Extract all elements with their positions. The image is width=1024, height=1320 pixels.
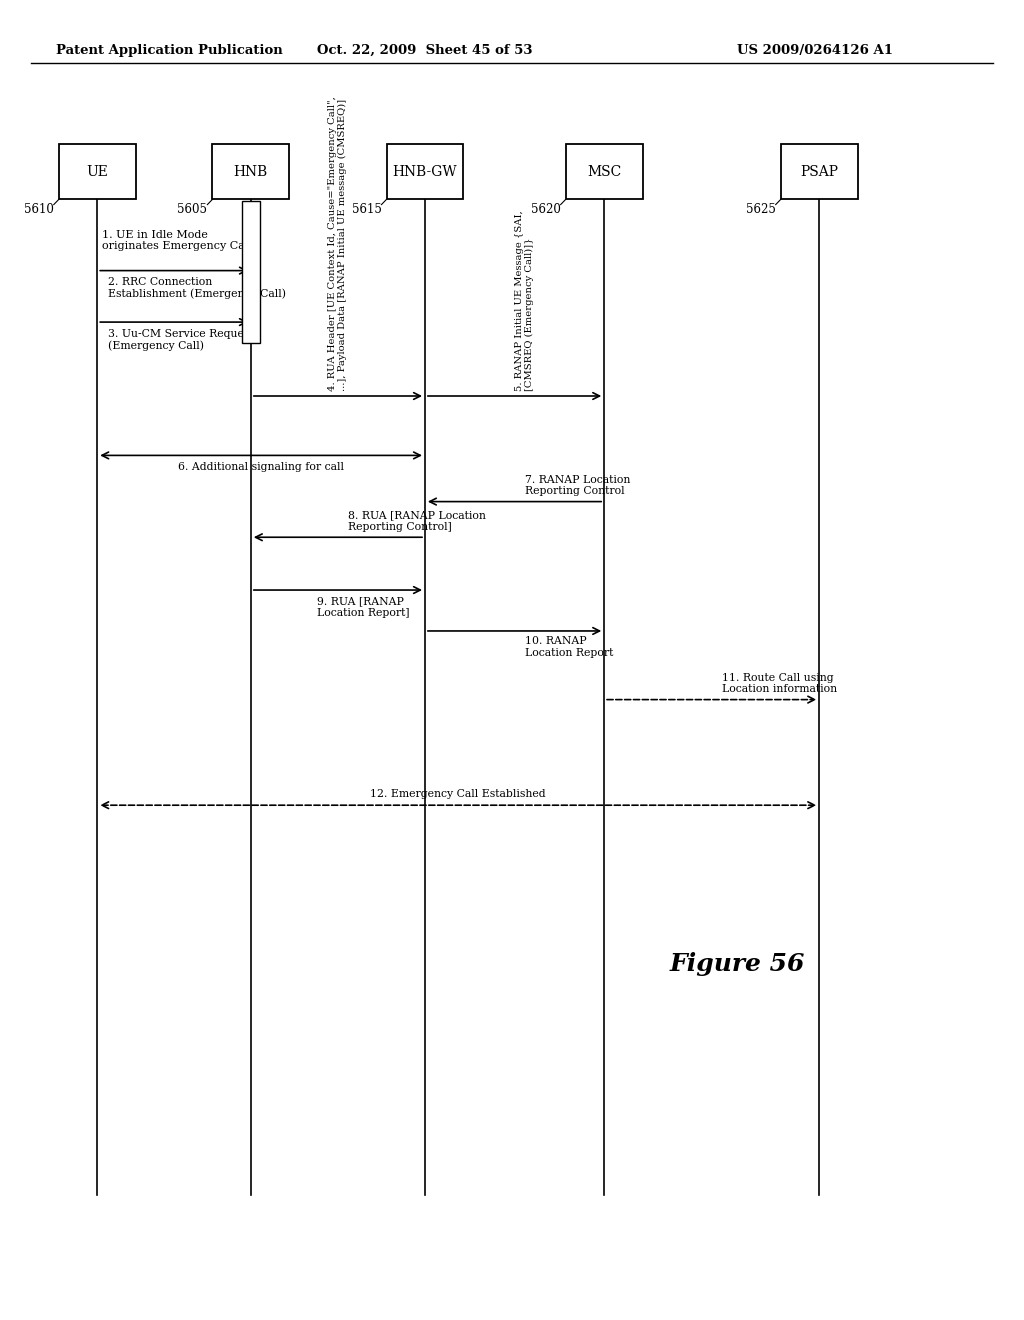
Text: Figure 56: Figure 56 [670,952,805,975]
Text: 5610: 5610 [24,203,54,216]
Bar [565,144,643,199]
Bar [781,144,858,199]
Text: 4. RUA Header [UE Context Id, Cause="Emergency Call",
...], Payload Data [RANAP : 4. RUA Header [UE Context Id, Cause="Eme… [328,96,347,391]
Text: US 2009/0264126 A1: US 2009/0264126 A1 [737,44,893,57]
Text: 6. Additional signaling for call: 6. Additional signaling for call [178,462,344,473]
Text: 10. RANAP
Location Report: 10. RANAP Location Report [524,636,613,657]
Text: HNB: HNB [233,165,268,178]
Text: 12. Emergency Call Established: 12. Emergency Call Established [371,788,546,799]
Bar [242,201,260,343]
Text: HNB-GW: HNB-GW [392,165,458,178]
Text: 5620: 5620 [530,203,561,216]
Text: MSC: MSC [587,165,622,178]
Text: 9. RUA [RANAP
Location Report]: 9. RUA [RANAP Location Report] [317,597,410,618]
Text: UE: UE [86,165,109,178]
Text: 8. RUA [RANAP Location
Reporting Control]: 8. RUA [RANAP Location Reporting Control… [348,511,486,532]
Text: 11. Route Call using
Location information: 11. Route Call using Location informatio… [722,673,837,694]
Text: 1. UE in Idle Mode
originates Emergency Call: 1. UE in Idle Mode originates Emergency … [102,230,252,251]
Text: 5625: 5625 [745,203,776,216]
Bar [387,144,463,199]
Text: Oct. 22, 2009  Sheet 45 of 53: Oct. 22, 2009 Sheet 45 of 53 [317,44,532,57]
Text: 3. Uu-CM Service Request
(Emergency Call): 3. Uu-CM Service Request (Emergency Call… [108,329,253,351]
Text: 7. RANAP Location
Reporting Control: 7. RANAP Location Reporting Control [524,475,630,496]
Text: 2. RRC Connection
Establishment (Emergency Call): 2. RRC Connection Establishment (Emergen… [108,277,286,300]
Text: 5615: 5615 [351,203,381,216]
Text: 5605: 5605 [177,203,207,216]
Bar [213,144,289,199]
Bar [59,144,135,199]
Text: Patent Application Publication: Patent Application Publication [56,44,283,57]
Text: PSAP: PSAP [800,165,839,178]
Text: 5. RANAP Initial UE Message {SAI,
[CMSREQ (Emergency Call)]}: 5. RANAP Initial UE Message {SAI, [CMSRE… [514,210,535,391]
